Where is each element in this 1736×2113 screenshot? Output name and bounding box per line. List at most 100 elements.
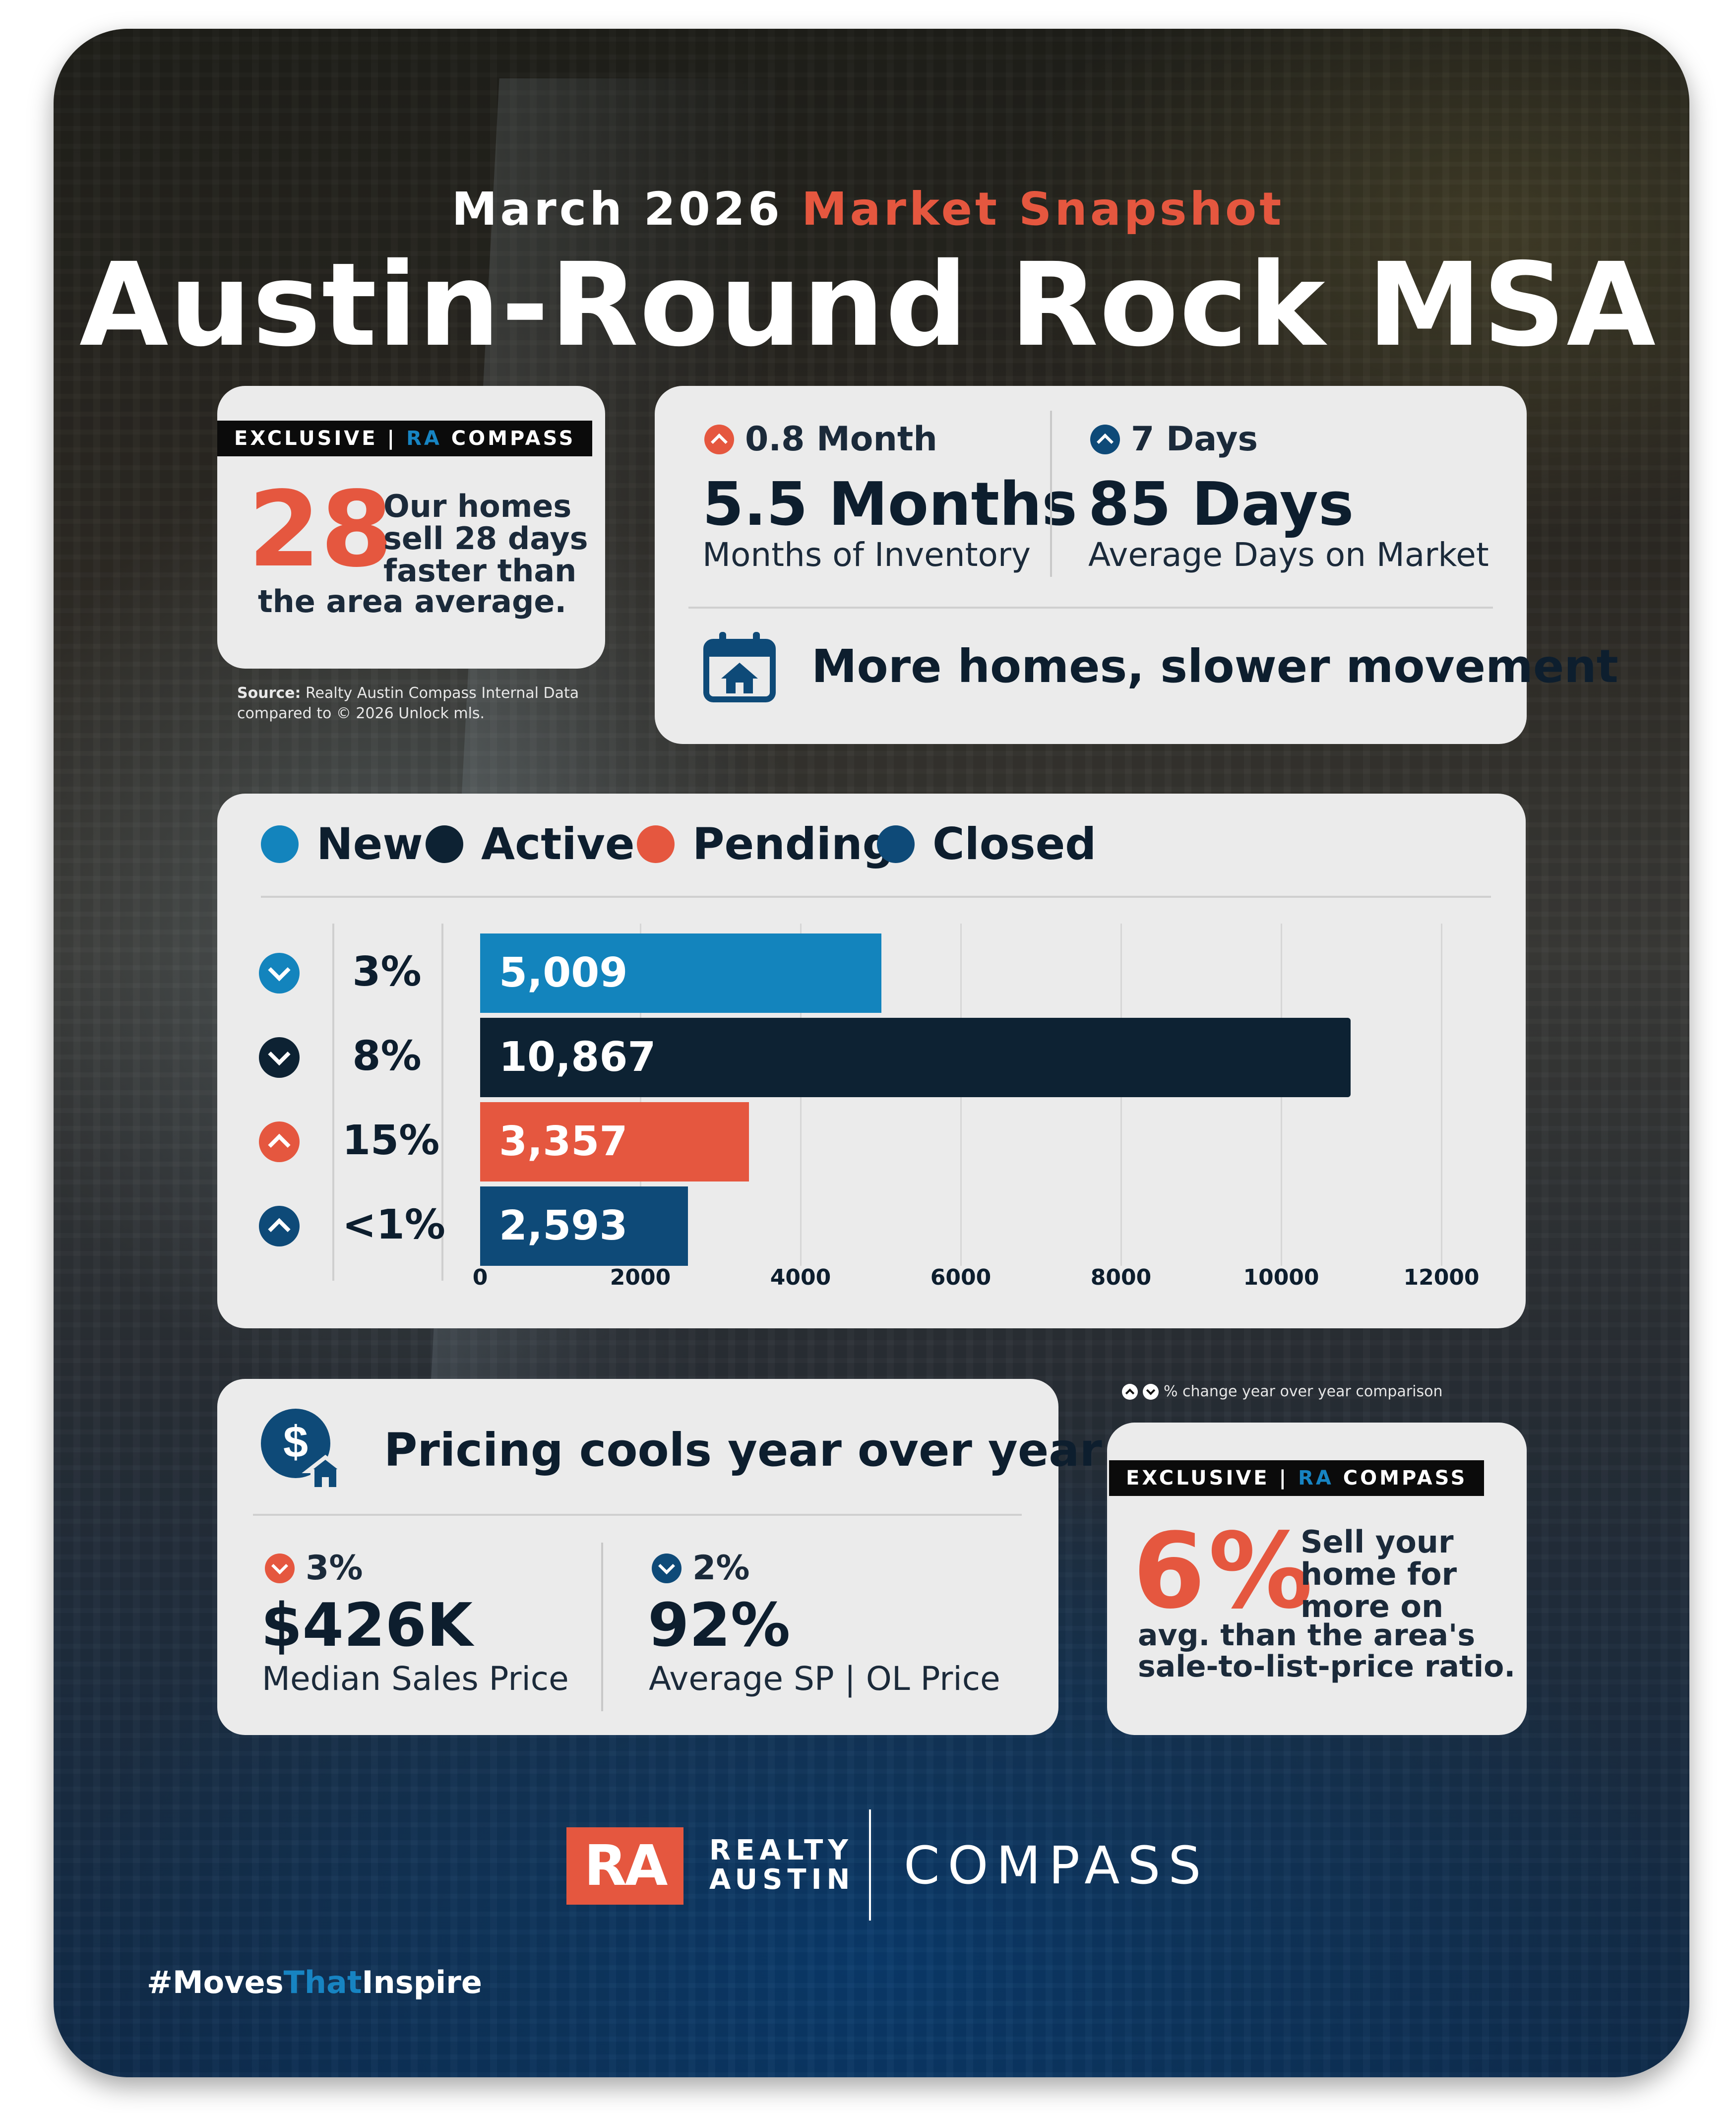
exclusive-bottom-card: EXCLUSIVE | RA COMPASS 6% Sell your home…	[1107, 1423, 1527, 1735]
exclusive-text: Sell your home for more on	[1301, 1526, 1457, 1622]
pricing-metric-divider	[601, 1543, 603, 1711]
logo-divider	[869, 1809, 871, 1921]
ratio-change: 2%	[652, 1549, 749, 1588]
bar-chart: 0 2000 4000 6000 8000 10000 12000 3% 5,009 8% 10,8…	[217, 794, 1526, 1328]
bar-value-label: 3,357	[499, 1118, 628, 1165]
source-note: Source: Realty Austin Compass Internal D…	[237, 684, 579, 724]
ratio-change-value: 2%	[692, 1549, 750, 1588]
tag-ra: RA	[1298, 1467, 1334, 1490]
bar-new	[480, 933, 881, 1013]
x-tick-label: 6000	[930, 1265, 992, 1290]
header-month: March 2026	[451, 183, 783, 236]
down-arrow-icon	[1143, 1383, 1159, 1400]
dollar-house-icon: $	[261, 1409, 349, 1491]
exclusive-text-line: avg. than the area's	[1138, 1618, 1476, 1653]
header-accent: Market Snapshot	[801, 183, 1285, 236]
bar-active	[480, 1018, 1351, 1097]
listings-chart-card: New Active Pending Closed 0 2000 4000 6000 8…	[217, 794, 1526, 1328]
ratio-label: Average SP | OL Price	[649, 1660, 1000, 1698]
exclusive-number: 6%	[1133, 1510, 1316, 1632]
days-change-value: 7 Days	[1131, 420, 1258, 459]
exclusive-tag: EXCLUSIVE | RA COMPASS	[1109, 1460, 1485, 1496]
ra-logo-text: RA	[584, 1834, 668, 1898]
exclusive-text: Our homes sell 28 days faster than	[383, 490, 588, 587]
chart-note-text: % change year over year comparison	[1164, 1383, 1443, 1400]
legend-swatch	[426, 825, 463, 863]
yoy-change-label: <1%	[342, 1201, 445, 1248]
exclusive-tag: EXCLUSIVE | RA COMPASS	[217, 421, 593, 456]
hashtag-accent: That	[283, 1964, 362, 2000]
metric-divider	[1050, 411, 1052, 577]
exclusive-text-line: Sell your	[1301, 1524, 1454, 1560]
up-arrow-icon	[259, 1121, 300, 1162]
legend-label: Pending	[692, 818, 894, 870]
legend-pending: Pending	[637, 818, 894, 870]
tag-prefix: EXCLUSIVE |	[234, 427, 397, 450]
pricing-card: $ Pricing cools year over year 3% $426K …	[217, 1379, 1102, 1735]
exclusive-top-card: EXCLUSIVE | RA COMPASS 28 Our homes sell…	[217, 386, 605, 669]
legend-label: Closed	[932, 818, 1097, 870]
exclusive-text-line: faster than	[383, 553, 577, 589]
bar-pending	[480, 1102, 749, 1181]
legend-active: Active	[426, 818, 635, 870]
legend-new: New	[261, 818, 423, 870]
x-tick-label: 0	[472, 1265, 488, 1290]
exclusive-text-line: more on	[1301, 1588, 1444, 1625]
source-bold: Source:	[237, 684, 301, 702]
header-subtitle: March 2026 Market Snapshot	[0, 183, 1736, 236]
source-line: Realty Austin Compass Internal Data	[301, 684, 579, 702]
median-label: Median Sales Price	[262, 1660, 569, 1698]
legend-swatch	[877, 825, 915, 863]
legend-divider	[261, 896, 1491, 898]
down-arrow-icon	[259, 953, 300, 994]
gridline	[1441, 924, 1442, 1266]
median-change-value: 3%	[306, 1549, 363, 1588]
tag-prefix: EXCLUSIVE |	[1126, 1467, 1289, 1490]
inventory-headline: More homes, slower movement	[811, 640, 1618, 693]
ratio-value: 92%	[648, 1591, 791, 1660]
legend-label: Active	[481, 818, 635, 870]
up-arrow-icon	[1122, 1383, 1138, 1400]
bar-value-label: 10,867	[499, 1034, 656, 1081]
ra-logo: RA	[566, 1827, 683, 1905]
down-arrow-icon	[652, 1553, 682, 1583]
tag-brand: COMPASS	[1343, 1467, 1468, 1490]
up-arrow-icon	[1090, 424, 1120, 454]
legend-swatch	[637, 825, 675, 863]
exclusive-text-line: sell 28 days	[383, 520, 588, 557]
legend-closed: Closed	[877, 818, 1096, 870]
inventory-card: 0.8 Month 5.5 Months Months of Inventory…	[655, 386, 1618, 744]
days-change: 7 Days	[1090, 420, 1258, 459]
realty-austin-wordmark: REALTY AUSTIN	[709, 1836, 855, 1895]
exclusive-text-last: the area average.	[258, 583, 566, 620]
exclusive-text-last: avg. than the area's sale-to-list-price …	[1138, 1620, 1515, 1682]
row-separator	[332, 924, 334, 1281]
pricing-divider	[253, 1514, 1022, 1516]
days-value: 85 Days	[1088, 470, 1354, 539]
tag-ra: RA	[406, 427, 442, 450]
pricing-headline: Pricing cools year over year	[384, 1424, 1102, 1477]
card-divider	[688, 607, 1493, 609]
median-change: 3%	[265, 1549, 363, 1588]
x-tick-label: 2000	[610, 1265, 671, 1290]
down-arrow-icon	[259, 1037, 300, 1078]
source-line: compared to © 2026 Unlock mls.	[237, 704, 485, 722]
exclusive-text-line: home for	[1301, 1556, 1457, 1593]
x-tick-label: 12000	[1403, 1265, 1480, 1290]
x-tick-label: 10000	[1243, 1265, 1319, 1290]
months-value: 5.5 Months	[702, 470, 1077, 539]
x-tick-label: 4000	[770, 1265, 831, 1290]
svg-text:$: $	[283, 1418, 308, 1467]
page-title: Austin-Round Rock MSA	[79, 238, 1657, 372]
x-tick-label: 8000	[1090, 1265, 1152, 1290]
yoy-change-label: 8%	[352, 1033, 422, 1080]
hashtag-part: #Moves	[147, 1964, 284, 2000]
chart-note: % change year over year comparison	[1122, 1383, 1443, 1400]
hashtag: #MovesThatInspire	[147, 1964, 482, 2000]
exclusive-text-line: sale-to-list-price ratio.	[1138, 1649, 1516, 1684]
yoy-change-label: 15%	[342, 1117, 440, 1164]
legend-label: New	[316, 818, 423, 870]
down-arrow-icon	[265, 1553, 295, 1583]
austin-text: AUSTIN	[709, 1863, 855, 1896]
up-arrow-icon	[259, 1206, 300, 1246]
